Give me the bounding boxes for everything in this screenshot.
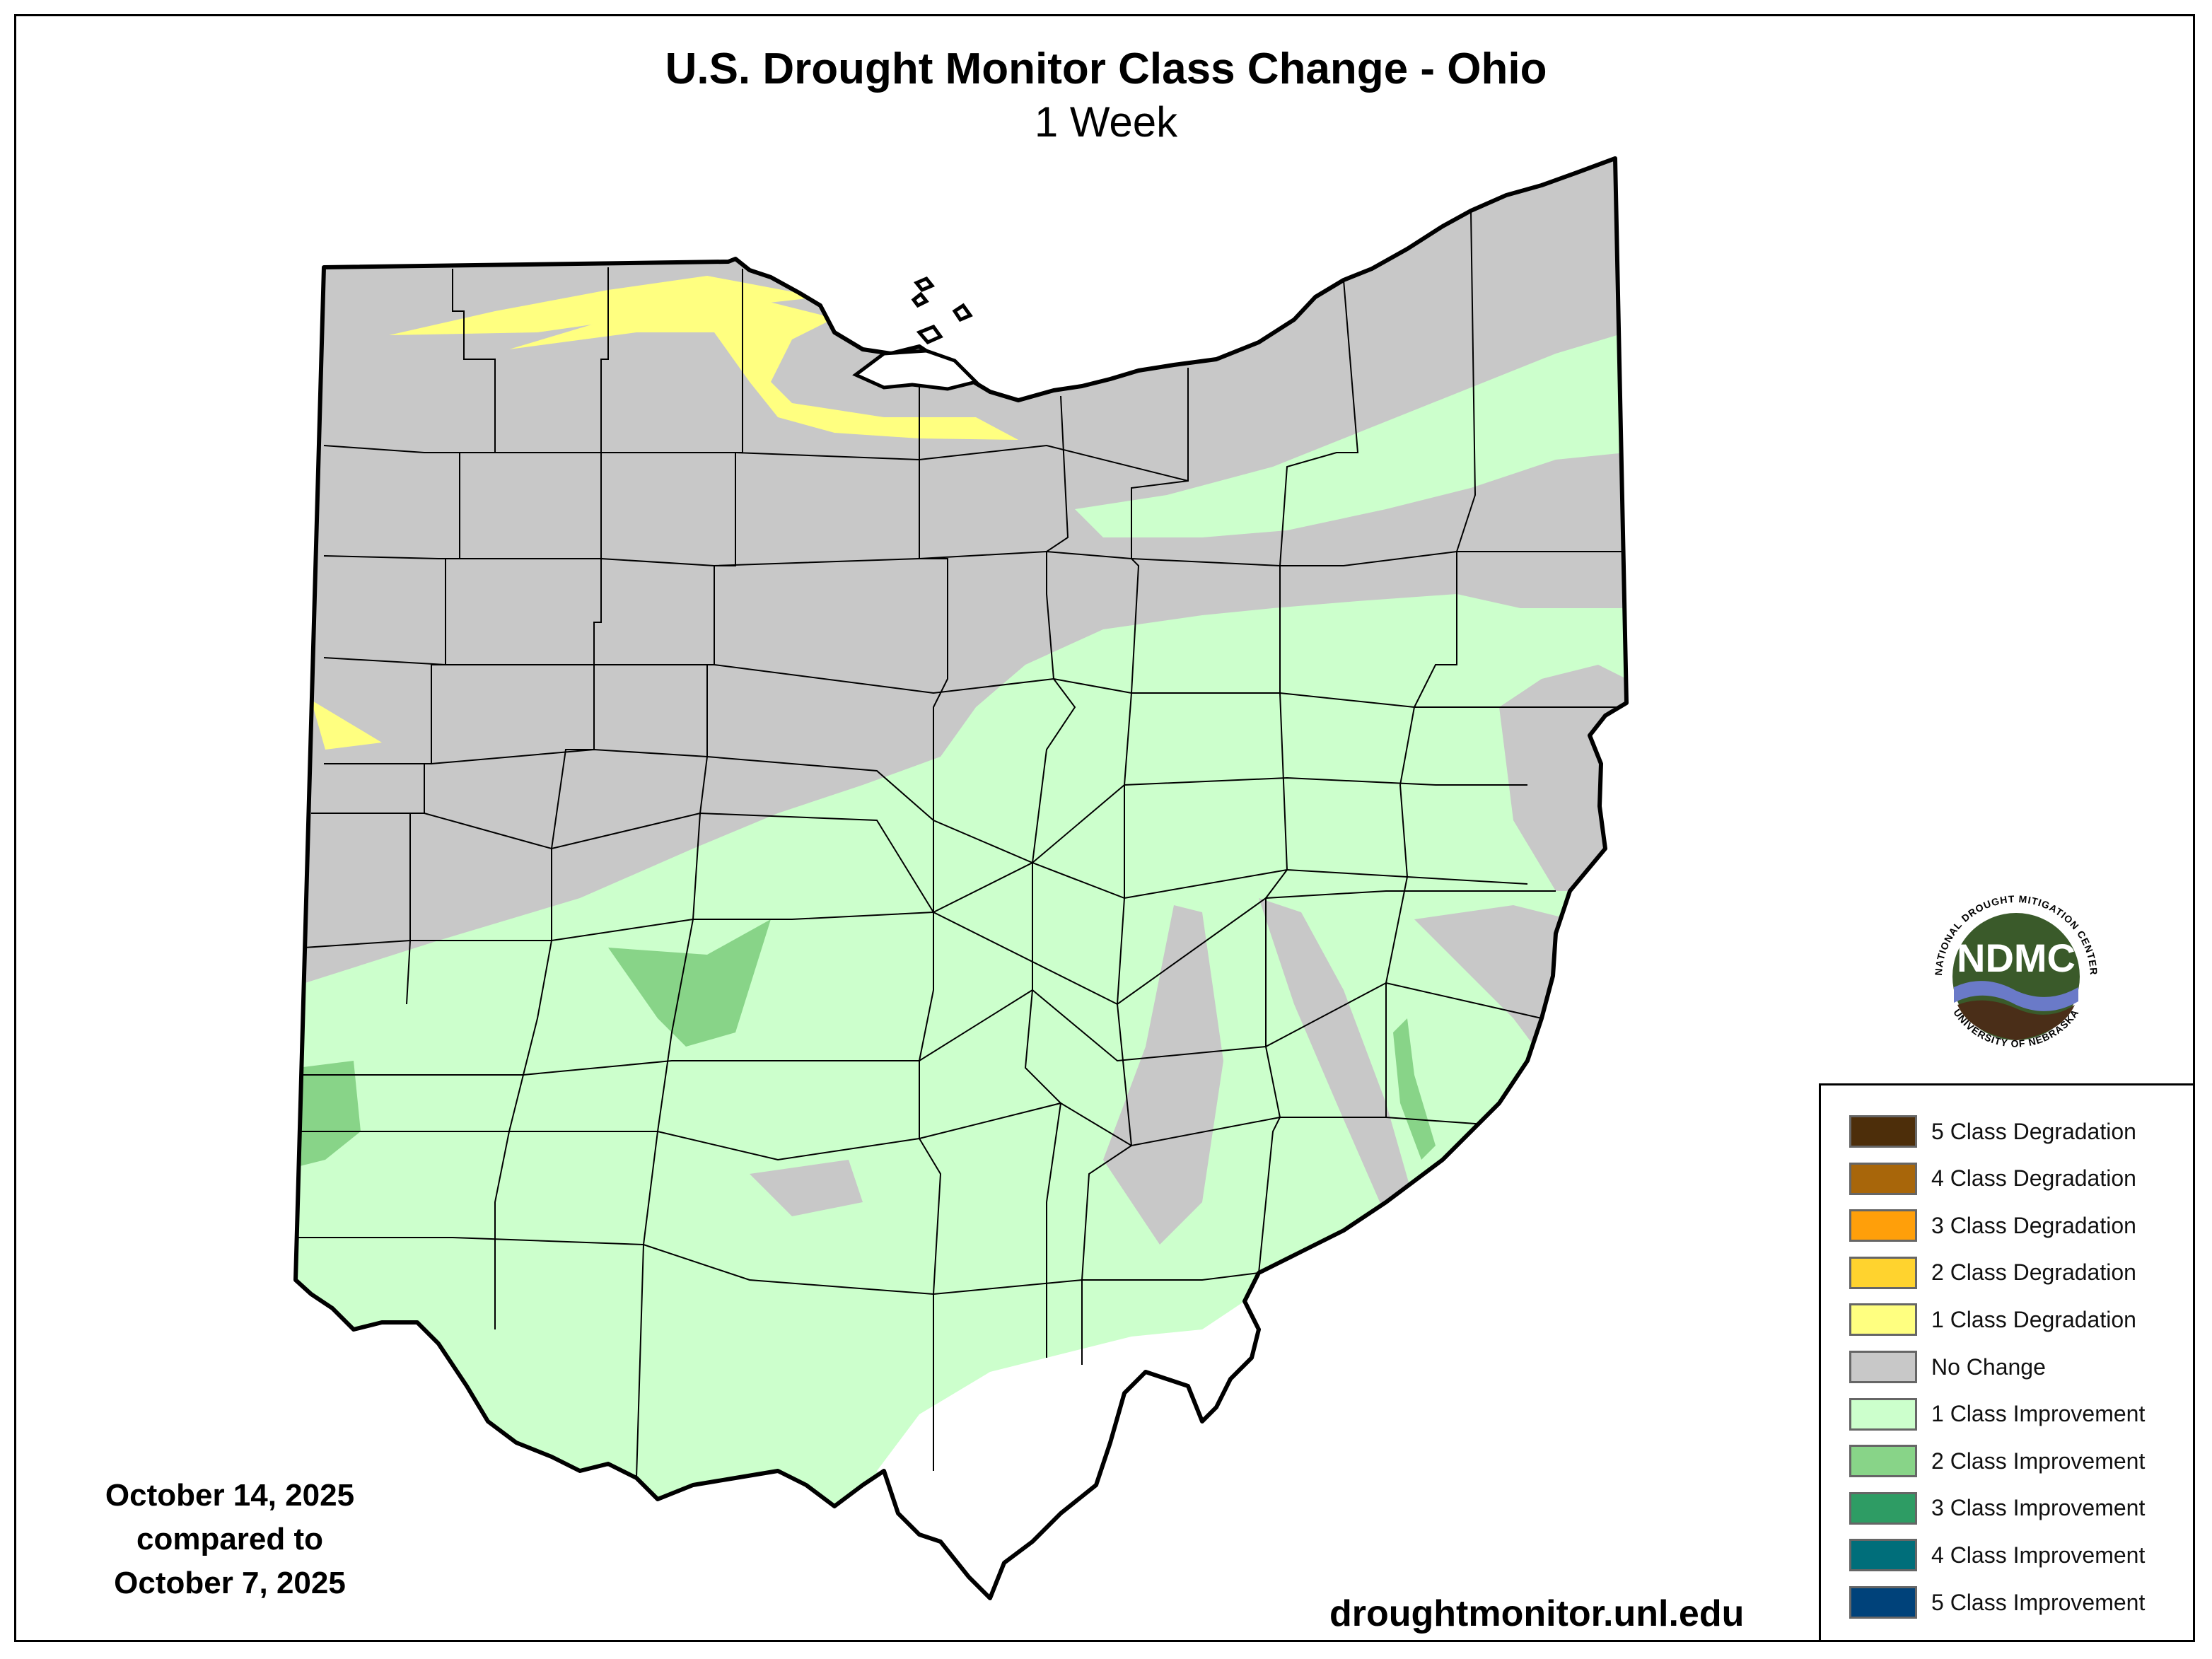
date-caption: October 14, 2025 compared to October 7, … [57, 1474, 403, 1605]
legend-swatch [1849, 1351, 1917, 1383]
legend-swatch [1849, 1209, 1917, 1242]
map-frame [14, 14, 2195, 1642]
legend-swatch [1849, 1303, 1917, 1337]
legend-label: 4 Class Degradation [1931, 1165, 2136, 1192]
legend: 5 Class Degradation 4 Class Degradation 3 … [1819, 1083, 2195, 1642]
map-title: U.S. Drought Monitor Class Change - Ohio [665, 45, 1547, 93]
legend-label: 2 Class Degradation [1931, 1259, 2136, 1286]
legend-swatch [1849, 1586, 1917, 1619]
legend-item: 2 Class Degradation [1849, 1255, 2136, 1291]
legend-label: 1 Class Degradation [1931, 1306, 2136, 1332]
source-url: droughtmonitor.unl.edu [1329, 1593, 1745, 1634]
legend-label: 1 Class Improvement [1931, 1401, 2146, 1427]
legend-label: 5 Class Degradation [1931, 1118, 2136, 1144]
legend-label: 4 Class Improvement [1931, 1542, 2146, 1568]
legend-label: 2 Class Improvement [1931, 1448, 2146, 1474]
legend-label: 5 Class Improvement [1931, 1589, 2146, 1615]
legend-item: 3 Class Degradation [1849, 1208, 2136, 1243]
legend-item: 2 Class Improvement [1849, 1443, 2145, 1479]
legend-swatch [1849, 1256, 1917, 1289]
legend-swatch [1849, 1491, 1917, 1525]
date-line-1: October 14, 2025 [105, 1478, 355, 1513]
legend-item: 4 Class Improvement [1849, 1537, 2145, 1573]
legend-item: 5 Class Degradation [1849, 1114, 2136, 1149]
legend-item: 3 Class Improvement [1849, 1491, 2145, 1526]
date-line-3: October 7, 2025 [114, 1566, 346, 1600]
legend-item: 4 Class Degradation [1849, 1161, 2136, 1197]
legend-item: 1 Class Degradation [1849, 1302, 2136, 1337]
ndmc-logo: NDMC NATIONAL DROUGHT MITIGATION CENTER … [1924, 885, 2108, 1069]
legend-label: 3 Class Improvement [1931, 1495, 2146, 1521]
legend-label: 3 Class Degradation [1931, 1212, 2136, 1238]
logo-text: NDMC [1957, 936, 2076, 980]
legend-swatch [1849, 1445, 1917, 1478]
map-subtitle: 1 Week [1034, 98, 1178, 146]
legend-swatch [1849, 1115, 1917, 1148]
legend-item: No Change [1849, 1349, 2046, 1385]
legend-swatch [1849, 1162, 1917, 1195]
legend-label: No Change [1931, 1354, 2046, 1380]
legend-swatch [1849, 1539, 1917, 1572]
legend-swatch [1849, 1397, 1917, 1431]
date-line-2: compared to [136, 1522, 324, 1556]
legend-item: 1 Class Improvement [1849, 1397, 2145, 1432]
legend-item: 5 Class Improvement [1849, 1585, 2145, 1620]
